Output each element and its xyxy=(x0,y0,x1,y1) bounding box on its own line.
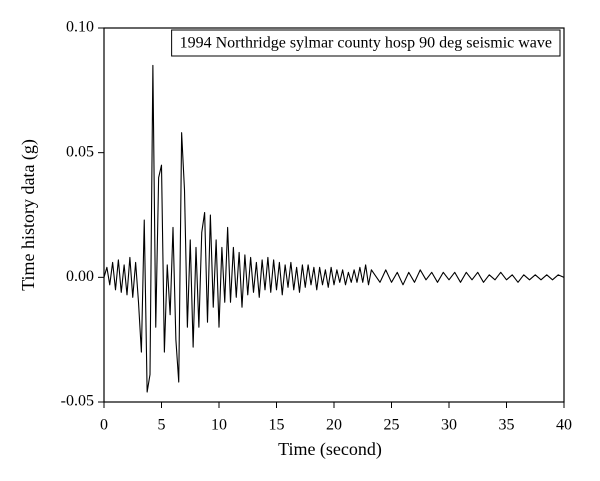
x-tick-label: 5 xyxy=(158,417,166,434)
y-tick-label: 0.10 xyxy=(66,19,94,36)
x-tick-label: 40 xyxy=(556,417,572,434)
y-tick-label: 0.00 xyxy=(66,268,94,285)
x-axis-label: Time (second) xyxy=(278,439,382,460)
plot-frame xyxy=(103,27,565,403)
y-tick-label: -0.05 xyxy=(61,393,94,410)
x-tick-label: 35 xyxy=(499,417,515,434)
x-tick-label: 15 xyxy=(269,417,285,434)
y-axis-label: Time history data (g) xyxy=(18,139,39,291)
x-tick-label: 10 xyxy=(211,417,227,434)
x-tick-label: 30 xyxy=(441,417,457,434)
x-tick-label: 0 xyxy=(100,417,108,434)
series-line xyxy=(103,64,565,393)
legend-box xyxy=(171,29,561,57)
y-tick-label: 0.05 xyxy=(66,143,94,160)
x-tick-label: 25 xyxy=(384,417,400,434)
x-tick-label: 20 xyxy=(326,417,342,434)
legend-label: 1994 Northridge sylmar county hosp 90 de… xyxy=(180,35,552,52)
